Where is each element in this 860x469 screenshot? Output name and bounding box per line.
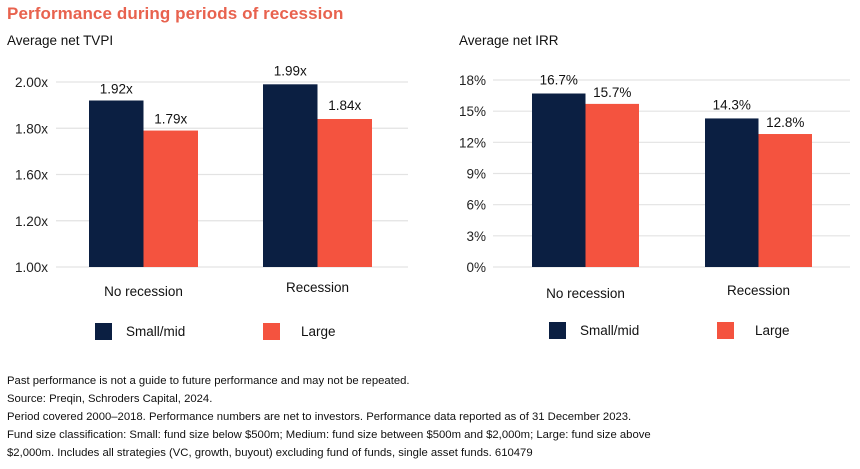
footnote-disclaimer: Past performance is not a guide to futur…	[7, 375, 410, 387]
irr-y-tick-label: 6%	[466, 198, 486, 213]
tvpi-bar-large-no-recession	[143, 130, 198, 267]
irr-y-tick-label: 15%	[459, 104, 486, 119]
irr-data-label: 12.8%	[766, 115, 804, 130]
irr-bar-large-recession	[758, 134, 812, 267]
footnote-classification-cont: $2,000m. Includes all strategies (VC, gr…	[7, 447, 533, 459]
tvpi-x-category-label: No recession	[104, 284, 183, 299]
irr-y-tick-label: 3%	[466, 229, 486, 244]
footnote-classification: Fund size classification: Small: fund si…	[7, 429, 651, 441]
tvpi-legend-small-mid: Small/mid	[95, 323, 185, 340]
tvpi-bar-large-recession	[317, 119, 372, 267]
tvpi-data-label: 1.79x	[154, 112, 187, 127]
charts-canvas: 1.00x 1.20x 1.60x 1.80x 2.00x 1.92x 1.79x No re…	[15, 63, 850, 301]
tvpi-bar-small-mid-recession	[263, 84, 318, 267]
tvpi-data-label: 1.99x	[274, 63, 307, 78]
tvpi-y-tick-label: 1.00x	[15, 260, 48, 275]
tvpi-bar-small-mid-no-recession	[89, 100, 144, 267]
tvpi-y-tick-label: 1.80x	[15, 121, 48, 136]
irr-x-category-label: No recession	[546, 286, 625, 301]
irr-y-tick-label: 18%	[459, 73, 486, 88]
footnotes: Past performance is not a guide to futur…	[7, 372, 857, 462]
irr-data-label: 15.7%	[593, 85, 631, 100]
irr-bar-small-mid-no-recession	[532, 93, 586, 267]
legend-swatch-small-mid	[549, 322, 566, 339]
legend-label-small-mid: Small/mid	[126, 324, 186, 339]
tvpi-legend-large: Large	[263, 323, 336, 340]
irr-y-tick-label: 9%	[466, 167, 486, 182]
irr-legend-small-mid: Small/mid	[549, 322, 639, 339]
footnote-period: Period covered 2000–2018. Performance nu…	[7, 411, 632, 423]
irr-y-tick-label: 12%	[459, 135, 486, 150]
figure-title: Performance during periods of recession	[7, 4, 344, 23]
tvpi-data-label: 1.92x	[100, 82, 133, 97]
legend-swatch-large	[717, 322, 734, 339]
legend-swatch-small-mid	[95, 323, 112, 340]
tvpi-y-tick-label: 2.00x	[15, 75, 48, 90]
legend-label-small-mid: Small/mid	[580, 323, 640, 338]
footnote-source: Source: Preqin, Schroders Capital, 2024.	[7, 393, 213, 405]
legend-label-large: Large	[755, 323, 790, 338]
tvpi-data-label: 1.84x	[328, 98, 361, 113]
legend-label-large: Large	[301, 324, 336, 339]
irr-x-category-label: Recession	[727, 283, 790, 298]
irr-bar-large-no-recession	[585, 103, 639, 268]
irr-bar-small-mid-recession	[705, 118, 759, 267]
tvpi-y-tick-label: 1.20x	[15, 214, 48, 229]
irr-chart-title: Average net IRR	[459, 33, 559, 48]
legend-swatch-large	[263, 323, 280, 340]
irr-y-tick-label: 0%	[466, 260, 486, 275]
tvpi-y-tick-label: 1.60x	[15, 168, 48, 183]
irr-data-label: 14.3%	[713, 97, 751, 112]
tvpi-x-category-label: Recession	[286, 280, 349, 295]
irr-legend-large: Large	[717, 322, 790, 339]
tvpi-chart-title: Average net TVPI	[7, 33, 114, 48]
irr-data-label: 16.7%	[540, 73, 578, 88]
